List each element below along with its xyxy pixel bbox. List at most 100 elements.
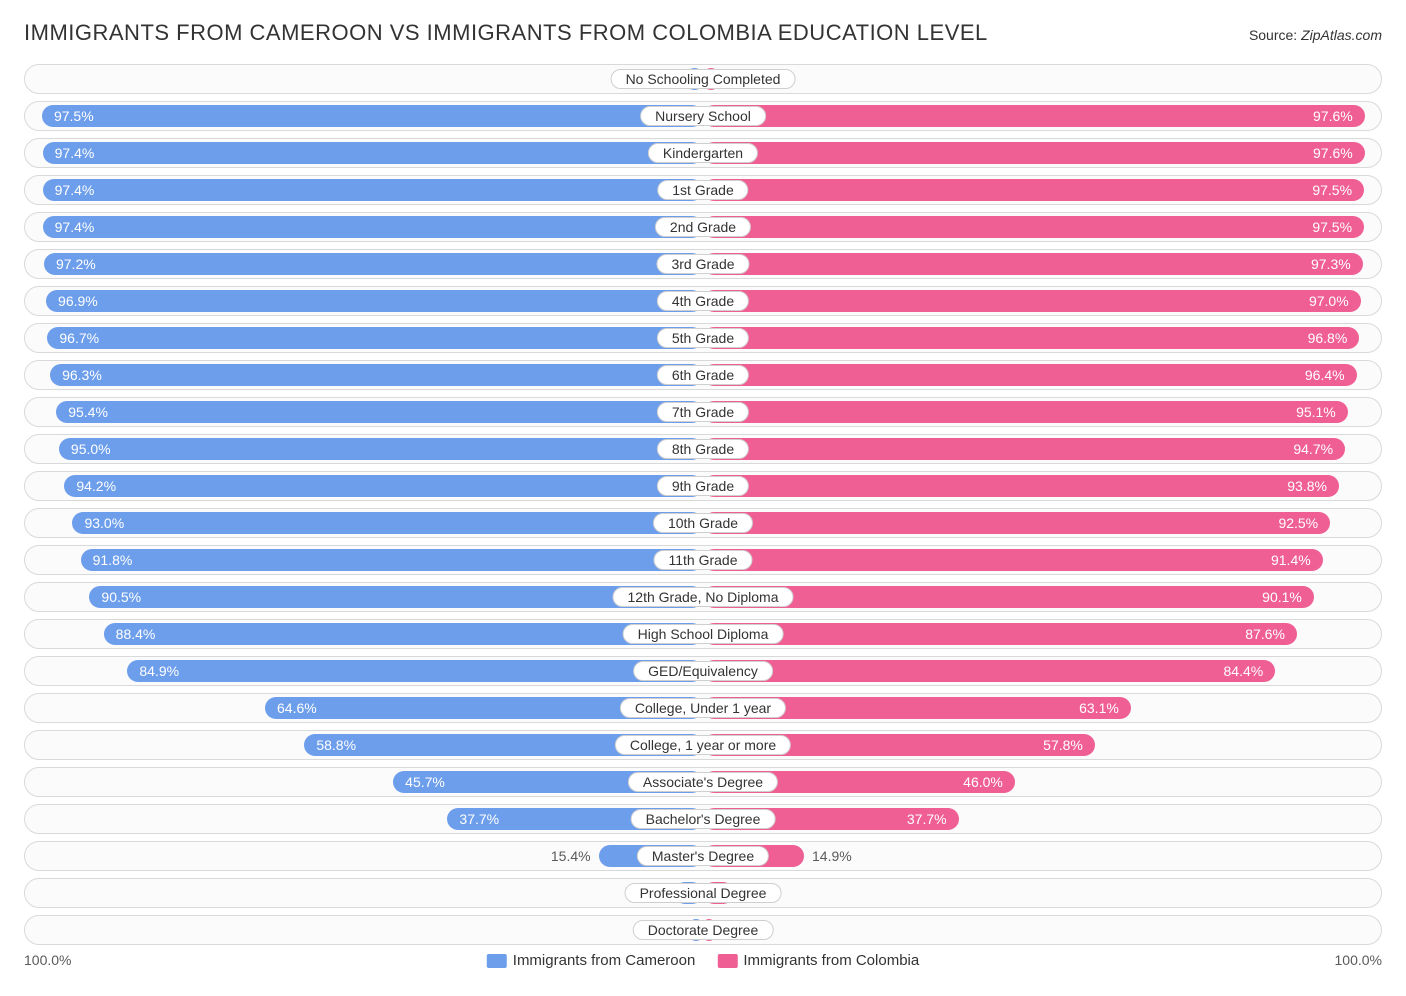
pct-right: 63.1% — [1079, 700, 1119, 716]
bar-left — [43, 179, 703, 201]
category-label: High School Diploma — [623, 624, 784, 644]
pct-right: 95.1% — [1296, 404, 1336, 420]
chart-row: 15.4% 14.9% Master's Degree — [24, 841, 1382, 871]
pct-left: 37.7% — [459, 811, 499, 827]
bar-left — [46, 290, 703, 312]
bar-right — [703, 401, 1348, 423]
bar-right — [703, 142, 1365, 164]
chart-title: IMMIGRANTS FROM CAMEROON VS IMMIGRANTS F… — [24, 20, 988, 46]
bar-left — [81, 549, 703, 571]
diverging-bar-chart: 2.5%2.4%No Schooling Completed 97.5% 97.6%… — [24, 64, 1382, 945]
bar-left — [44, 253, 703, 275]
pct-right: 97.6% — [1313, 108, 1353, 124]
chart-row: 2.5%2.4%No Schooling Completed — [24, 64, 1382, 94]
pct-left: 90.5% — [101, 589, 141, 605]
category-label: 2nd Grade — [655, 217, 751, 237]
bar-left — [47, 327, 703, 349]
category-label: Nursery School — [640, 106, 766, 126]
pct-right: 84.4% — [1224, 663, 1264, 679]
bar-left — [56, 401, 703, 423]
category-label: College, Under 1 year — [620, 698, 786, 718]
pct-right: 93.8% — [1287, 478, 1327, 494]
chart-source: Source: ZipAtlas.com — [1249, 27, 1382, 43]
bar-right — [703, 438, 1345, 460]
category-label: 4th Grade — [657, 291, 749, 311]
chart-row: 96.9%97.0%4th Grade — [24, 286, 1382, 316]
bar-right — [703, 179, 1364, 201]
legend-item-left: Immigrants from Cameroon — [487, 952, 696, 969]
category-label: 5th Grade — [657, 328, 749, 348]
pct-right: 37.7% — [907, 811, 947, 827]
bar-right — [703, 623, 1297, 645]
legend-swatch-right — [717, 954, 737, 968]
category-label: 3rd Grade — [656, 254, 749, 274]
bar-right — [703, 105, 1365, 127]
chart-row: 95.4% 95.1% 7th Grade — [24, 397, 1382, 427]
chart-row: 58.8%57.8%College, 1 year or more — [24, 730, 1382, 760]
chart-row: 91.8%91.4%11th Grade — [24, 545, 1382, 575]
chart-header: IMMIGRANTS FROM CAMEROON VS IMMIGRANTS F… — [24, 20, 1382, 46]
pct-left: 15.4% — [551, 848, 591, 864]
bar-left — [42, 105, 703, 127]
bar-left — [59, 438, 703, 460]
chart-row: 94.2%93.8%9th Grade — [24, 471, 1382, 501]
category-label: 12th Grade, No Diploma — [613, 587, 794, 607]
pct-left: 93.0% — [84, 515, 124, 531]
chart-row: 97.4%97.5%1st Grade — [24, 175, 1382, 205]
pct-left: 97.5% — [54, 108, 94, 124]
chart-row: 97.2% 97.3% 3rd Grade — [24, 249, 1382, 279]
category-label: Master's Degree — [637, 846, 769, 866]
bar-left — [43, 142, 703, 164]
category-label: 10th Grade — [653, 513, 753, 533]
category-label: No Schooling Completed — [611, 69, 796, 89]
legend: Immigrants from Cameroon Immigrants from… — [487, 952, 919, 969]
category-label: 8th Grade — [657, 439, 749, 459]
bar-left — [72, 512, 703, 534]
bar-right — [703, 216, 1364, 238]
legend-label-right: Immigrants from Colombia — [743, 952, 919, 969]
pct-right: 96.8% — [1308, 330, 1348, 346]
chart-row: 88.4% 87.6% High School Diploma — [24, 619, 1382, 649]
legend-label-left: Immigrants from Cameroon — [513, 952, 696, 969]
chart-row: 97.4% 97.6% Kindergarten — [24, 138, 1382, 168]
bar-left — [64, 475, 703, 497]
pct-left: 84.9% — [139, 663, 179, 679]
pct-right: 92.5% — [1278, 515, 1318, 531]
pct-left: 96.9% — [58, 293, 98, 309]
category-label: Associate's Degree — [628, 772, 778, 792]
pct-right: 46.0% — [963, 774, 1003, 790]
axis-left-label: 100.0% — [24, 952, 71, 968]
category-label: 7th Grade — [657, 402, 749, 422]
bar-right — [703, 364, 1357, 386]
chart-row: 64.6%63.1%College, Under 1 year — [24, 693, 1382, 723]
bar-right — [703, 475, 1339, 497]
bar-right — [703, 512, 1330, 534]
chart-row: 95.0%94.7%8th Grade — [24, 434, 1382, 464]
pct-left: 97.4% — [55, 145, 95, 161]
chart-row: 97.4%97.5%2nd Grade — [24, 212, 1382, 242]
bar-right — [703, 253, 1363, 275]
pct-left: 88.4% — [116, 626, 156, 642]
pct-left: 97.2% — [56, 256, 96, 272]
pct-right: 97.6% — [1313, 145, 1353, 161]
source-name: ZipAtlas.com — [1301, 27, 1382, 43]
pct-left: 94.2% — [76, 478, 116, 494]
category-label: 11th Grade — [653, 550, 752, 570]
source-label: Source: — [1249, 27, 1297, 43]
pct-right: 14.9% — [812, 848, 852, 864]
chart-row: 90.5% 90.1% 12th Grade, No Diploma — [24, 582, 1382, 612]
pct-right: 97.3% — [1311, 256, 1351, 272]
legend-swatch-left — [487, 954, 507, 968]
pct-left: 95.4% — [68, 404, 108, 420]
pct-right: 87.6% — [1245, 626, 1285, 642]
pct-left: 58.8% — [316, 737, 356, 753]
category-label: Professional Degree — [625, 883, 782, 903]
bar-right — [703, 586, 1314, 608]
pct-right: 90.1% — [1262, 589, 1302, 605]
chart-row: 97.5% 97.6% Nursery School — [24, 101, 1382, 131]
pct-right: 94.7% — [1293, 441, 1333, 457]
chart-row: 96.7%96.8%5th Grade — [24, 323, 1382, 353]
category-label: Kindergarten — [648, 143, 758, 163]
chart-row: 93.0% 92.5% 10th Grade — [24, 508, 1382, 538]
chart-row: 45.7%46.0%Associate's Degree — [24, 767, 1382, 797]
